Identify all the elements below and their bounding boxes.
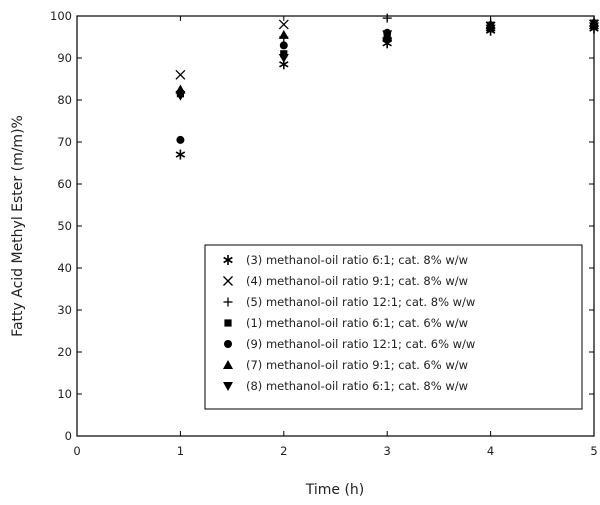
data-point-triangle-up [278, 29, 289, 39]
data-point-x [175, 69, 186, 80]
data-point-triangle-up [175, 84, 186, 94]
y-tick-label: 0 [65, 429, 72, 443]
legend-label: (5) methanol-oil ratio 12:1; cat. 8% w/w [246, 295, 475, 309]
legend-label: (1) methanol-oil ratio 6:1; cat. 6% w/w [246, 316, 468, 330]
x-tick-label: 0 [73, 444, 80, 458]
legend-label: (7) methanol-oil ratio 9:1; cat. 6% w/w [246, 358, 468, 372]
y-tick-label: 80 [57, 93, 72, 107]
data-point-asterisk [175, 149, 186, 160]
legend: (3) methanol-oil ratio 6:1; cat. 8% w/w (… [204, 244, 583, 410]
data-point-square [280, 50, 288, 58]
y-tick-label: 70 [57, 135, 72, 149]
x-tick-label: 4 [487, 444, 494, 458]
y-tick-label: 50 [57, 219, 72, 233]
legend-marker-circle [224, 340, 232, 348]
y-tick-label: 40 [57, 261, 72, 275]
y-tick-label: 30 [57, 303, 72, 317]
y-tick-label: 100 [50, 9, 72, 23]
data-point-circle [176, 135, 185, 144]
y-tick-label: 90 [57, 51, 72, 65]
x-tick-label: 3 [384, 444, 391, 458]
legend-label: (3) methanol-oil ratio 6:1; cat. 8% w/w [246, 253, 468, 267]
x-tick-label: 5 [590, 444, 597, 458]
data-point-triangle-down [278, 54, 289, 63]
legend-marker-asterisk [223, 255, 233, 265]
data-point-triangle-down [175, 91, 186, 101]
y-tick-label: 60 [57, 177, 72, 191]
y-axis-title: Fatty Acid Methyl Ester (m/m)% [10, 115, 26, 337]
x-axis-title: Time (h) [305, 482, 365, 498]
data-point-triangle-down [485, 24, 496, 34]
legend-marker-x [223, 276, 233, 286]
data-point-circle [279, 41, 288, 50]
legend-label: (9) methanol-oil ratio 12:1; cat. 6% w/w [246, 337, 475, 351]
legend-marker-triangle-up [223, 360, 233, 369]
y-tick-label: 10 [57, 387, 72, 401]
data-point-triangle-down [382, 37, 393, 47]
legend-marker-square [224, 319, 232, 327]
x-tick-label: 1 [177, 444, 184, 458]
legend-label: (8) methanol-oil ratio 6:1; cat. 8% w/w [246, 379, 468, 393]
data-point-plus [382, 13, 392, 23]
data-point-x [278, 19, 289, 30]
legend-marker-triangle-down [223, 382, 233, 391]
x-tick-label: 2 [280, 444, 287, 458]
legend-marker-plus [223, 297, 233, 307]
y-tick-label: 20 [57, 345, 72, 359]
data-point-triangle-down [589, 22, 599, 32]
legend-box [204, 244, 583, 410]
legend-label: (4) methanol-oil ratio 9:1; cat. 8% w/w [246, 274, 468, 288]
